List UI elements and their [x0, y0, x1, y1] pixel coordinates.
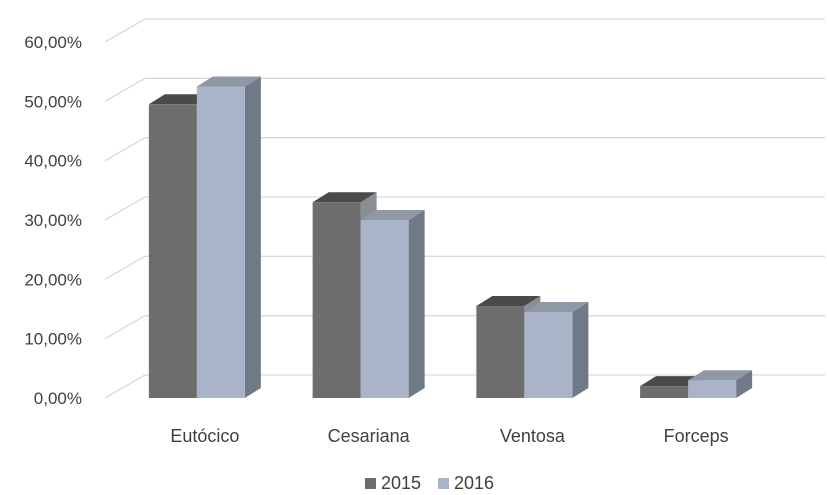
- bar-side: [736, 370, 753, 398]
- bar-front: [524, 311, 573, 398]
- bar-top: [688, 370, 753, 381]
- bar-2016-1: [360, 210, 425, 398]
- legend-swatch: [438, 478, 449, 489]
- gridline-slant: [104, 255, 146, 280]
- x-axis: Eutócico Cesariana Ventosa Forceps: [170, 426, 728, 446]
- x-tick-label: Ventosa: [500, 426, 566, 446]
- legend-label: 2015: [381, 473, 421, 493]
- y-tick-label: 20,00%: [24, 270, 82, 289]
- bar-top: [360, 210, 425, 220]
- gridline-slant: [104, 137, 146, 162]
- bar-2016-2: [524, 301, 589, 398]
- gridline-slant: [104, 374, 146, 399]
- bar-top: [476, 296, 541, 307]
- bar-top: [524, 301, 589, 312]
- bar-front: [688, 380, 737, 398]
- legend-swatch: [365, 478, 376, 489]
- x-tick-label: Eutócico: [170, 426, 239, 446]
- bar-side: [572, 301, 589, 398]
- bar-top: [312, 192, 377, 203]
- bar-top: [196, 76, 261, 87]
- bar-side: [244, 76, 261, 398]
- bar-front: [148, 104, 197, 399]
- gridline-slant: [104, 18, 146, 43]
- y-tick-label: 0,00%: [34, 389, 82, 408]
- x-tick-label: Forceps: [664, 426, 729, 446]
- bar-front: [640, 386, 689, 398]
- bar-side: [408, 210, 425, 398]
- legend-item-2016: 2016: [438, 473, 494, 493]
- bar-front: [312, 202, 361, 398]
- x-tick-label: Cesariana: [328, 426, 411, 446]
- gridline-slant: [104, 315, 146, 340]
- legend-label: 2016: [454, 473, 494, 493]
- gridline-slant: [104, 196, 146, 221]
- y-tick-label: 50,00%: [24, 92, 82, 111]
- bar-front: [476, 306, 525, 398]
- bar-front: [360, 220, 409, 398]
- legend: 2015 2016: [365, 473, 494, 493]
- bar-2016-0: [196, 76, 261, 398]
- y-tick-label: 10,00%: [24, 330, 82, 349]
- y-tick-label: 30,00%: [24, 211, 82, 230]
- legend-item-2015: 2015: [365, 473, 421, 493]
- bar-front: [196, 86, 245, 398]
- bar-2016-3: [688, 370, 753, 398]
- y-axis: 0,00% 10,00% 20,00% 30,00% 40,00% 50,00% 60,00…: [24, 33, 82, 408]
- y-tick-label: 40,00%: [24, 152, 82, 171]
- bars: [148, 76, 753, 399]
- y-tick-label: 60,00%: [24, 33, 82, 52]
- gridline-slant: [104, 77, 146, 102]
